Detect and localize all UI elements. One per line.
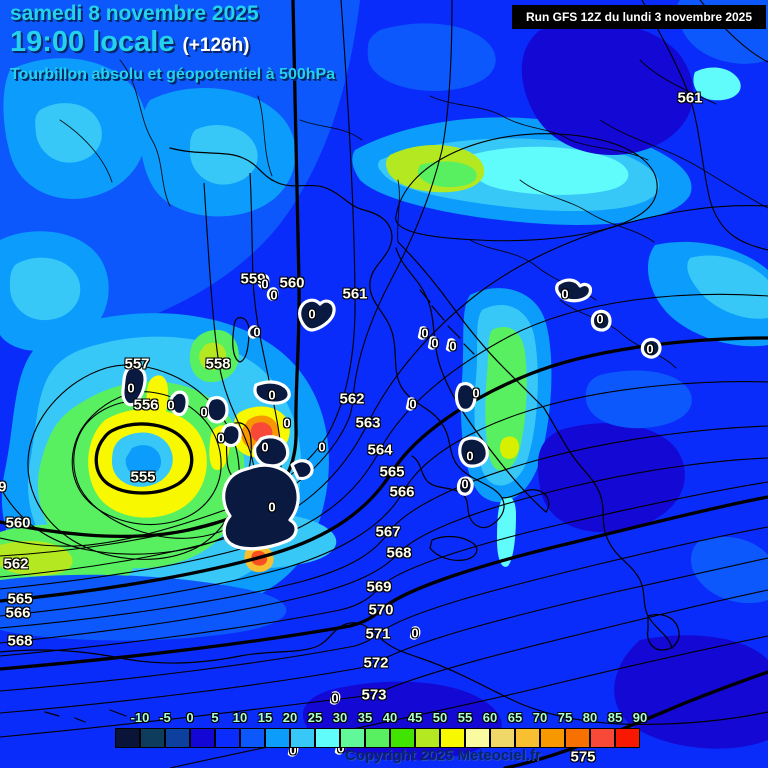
valid-time: 19:00 locale <box>10 26 175 58</box>
country-borders <box>59 59 768 369</box>
forecast-offset: (+126h) <box>182 35 250 56</box>
coastlines <box>0 147 768 725</box>
copyright-text: Copyright 2025 Meteociel.fr <box>345 747 541 764</box>
title-block: samedi 8 novembre 2025 19:00 locale (+12… <box>10 2 335 84</box>
zero-vorticity-contours <box>121 278 662 551</box>
valid-date: samedi 8 novembre 2025 <box>10 2 259 25</box>
chart-parameter-title: Tourbillon absolu et géopotentiel à 500h… <box>10 66 336 83</box>
model-run-info: Run GFS 12Z du lundi 3 novembre 2025 <box>512 5 766 29</box>
